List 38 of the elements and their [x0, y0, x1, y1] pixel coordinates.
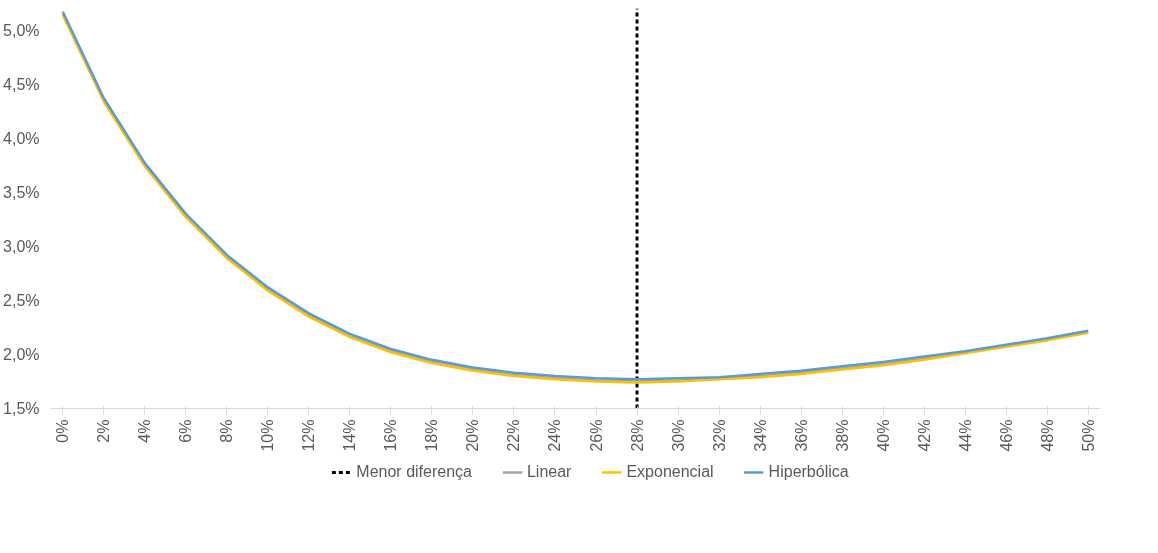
x-tick-label: 50% [1079, 419, 1097, 452]
x-tick-label: 46% [997, 419, 1015, 452]
x-tick-label: 16% [382, 419, 400, 452]
x-tick-label: 2% [95, 419, 113, 443]
x-tick-label: 40% [874, 419, 892, 452]
y-tick-label: 1,5% [3, 400, 40, 417]
x-tick-label: 22% [505, 419, 523, 452]
legend-label: Exponencial [626, 463, 714, 481]
x-tick-label: 4% [136, 419, 154, 443]
y-tick-label: 4,0% [3, 129, 40, 147]
y-tick-label: 5,0% [3, 21, 40, 39]
x-tick-label: 0% [54, 419, 72, 443]
y-tick-label: 2,5% [3, 291, 40, 309]
x-tick-label: 34% [751, 419, 769, 452]
x-tick-label: 18% [423, 419, 441, 452]
x-tick-label: 32% [710, 419, 728, 452]
x-tick-label: 24% [546, 419, 564, 452]
y-tick-label: 3,5% [3, 183, 40, 201]
x-tick-label: 30% [669, 419, 687, 452]
x-tick-label: 44% [956, 419, 974, 452]
x-tick-label: 20% [464, 419, 482, 452]
legend-label: Linear [526, 463, 572, 481]
y-tick-label: 3,0% [3, 237, 40, 255]
legend-label: Hiperbólica [768, 463, 849, 481]
x-tick-label: 26% [587, 419, 605, 452]
x-tick-label: 28% [628, 419, 646, 452]
x-tick-label: 48% [1038, 419, 1056, 452]
x-tick-label: 6% [177, 419, 195, 443]
x-tick-label: 12% [300, 419, 318, 452]
x-tick-label: 38% [833, 419, 851, 452]
y-tick-label: 4,5% [3, 75, 40, 93]
x-tick-label: 8% [218, 419, 236, 443]
y-tick-label: 2,0% [3, 345, 40, 363]
legend-label: Menor diferença [356, 463, 472, 481]
x-tick-label: 42% [915, 419, 933, 452]
x-tick-label: 14% [341, 419, 359, 452]
x-tick-label: 10% [259, 419, 277, 452]
x-tick-label: 36% [792, 419, 810, 452]
